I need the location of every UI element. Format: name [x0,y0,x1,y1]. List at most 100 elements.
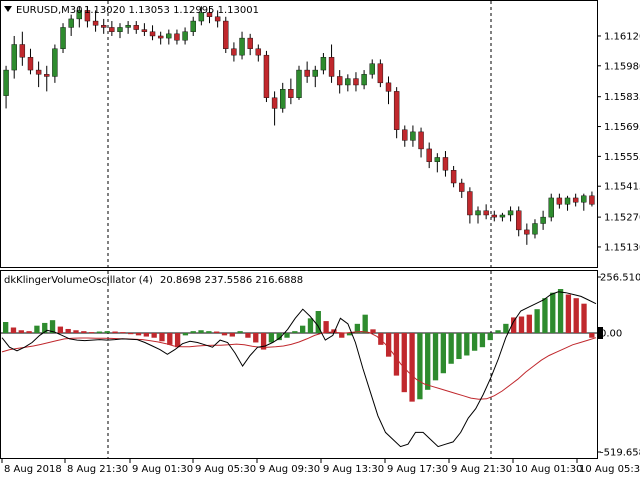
oscillator-bar [464,333,470,356]
candle-body [223,20,229,49]
candle-body [499,214,506,218]
candle-body [157,35,164,39]
oscillator-bar [425,333,431,390]
oscillator-bar [42,322,48,333]
candle-body [548,197,554,218]
candle-body [312,69,318,77]
price-tick-label: 1.15555 [604,152,640,163]
candle-body [418,131,424,150]
oscillator-bar [34,325,40,333]
oscillator-bar [167,333,173,345]
candle-body [434,157,441,162]
oscillator-bar [557,289,564,333]
candle-body [166,33,172,39]
oscillator-bar [550,292,556,333]
oscillator-bar [190,331,196,333]
oscillator-bar [300,325,306,333]
oscillator-tick-label: 256.5109 [600,273,640,284]
oscillator-bar [378,333,384,345]
oscillator-bar [128,333,134,335]
oscillator-bar [565,294,572,333]
oscillator-bar [370,329,376,333]
oscillator-bar [487,333,493,341]
candle-body [491,214,497,218]
oscillator-bar [401,333,407,393]
oscillator-bar [573,298,579,333]
candle-body [483,210,489,216]
oscillator-bar [135,333,142,336]
candle-body [402,129,408,141]
candle-body [361,74,367,86]
price-tick-label: 1.15695 [604,122,640,133]
candle-body [304,69,310,77]
candle-body [92,20,99,26]
candle-body [141,29,148,32]
time-tick-label: 10 Aug 01:30 [515,464,582,475]
oscillator-bar [471,333,478,351]
time-tick-label: 9 Aug 13:30 [323,464,384,475]
oscillator-bar [104,331,110,333]
candle-body [589,195,595,205]
oscillator-bar [268,333,275,343]
candle-body [564,197,571,205]
oscillator-bar [260,333,267,350]
candle-body [459,182,465,192]
oscillator-histogram-group [3,289,595,402]
oscillator-tick-label: 0.00 [600,329,622,340]
oscillator-bar [143,333,149,337]
oscillator-bar [26,331,32,333]
oscillator-bar [151,333,157,338]
oscillator-plot-frame [0,270,598,459]
oscillator-bar [96,331,103,333]
oscillator-bar [448,333,454,364]
price-axis: 1.16120 1.15980 1.15835 1.15695 1.15555 1.154… [597,31,640,253]
oscillator-bar [495,330,501,333]
oscillator-bar [581,303,587,333]
time-tick-label: 9 Aug 05:30 [195,464,256,475]
oscillator-bar [385,333,392,357]
candle-body [190,20,196,32]
candle-body [353,78,359,86]
candle-body [35,69,42,75]
candle-body [133,25,139,30]
candle-body [11,44,17,71]
candle-body [556,197,563,205]
candle-body [296,69,302,98]
oscillator-bar [346,333,353,336]
candle-body [109,27,115,32]
oscillator-bar [57,326,64,333]
time-tick-label: 8 Aug 2018 [4,464,62,475]
oscillator-bar [3,322,9,333]
candle-body [101,25,107,28]
oscillator-bar [229,333,235,337]
oscillator-bar [292,331,298,333]
time-tick-label: 9 Aug 09:30 [259,464,320,475]
candle-body [231,48,237,56]
oscillator-bar [73,330,79,333]
oscillator-bar [432,333,439,381]
candle-body [515,210,522,231]
oscillator-axis: 256.5109 0.00 -519.6589 [597,273,640,459]
oscillator-signal-line [1,330,597,400]
oscillator-bar [182,333,189,336]
candle-body [60,27,66,49]
oscillator-bar [88,332,95,334]
oscillator-bar [253,333,259,343]
candle-body [410,131,416,141]
oscillator-bar [18,330,24,333]
oscillator-bar [214,331,220,333]
oscillator-bar [198,330,204,333]
price-tick-label: 1.15835 [604,92,640,103]
candle-body [369,63,375,75]
triangle-down-icon[interactable] [4,6,12,12]
candle-body [214,16,221,22]
oscillator-bar [315,311,321,333]
oscillator-bar [307,318,314,333]
candle-body [125,25,131,28]
candle-body [44,74,50,77]
candle-body [84,10,91,22]
candle-body [345,78,351,86]
oscillator-bar [245,333,251,338]
candle-body [524,229,530,235]
